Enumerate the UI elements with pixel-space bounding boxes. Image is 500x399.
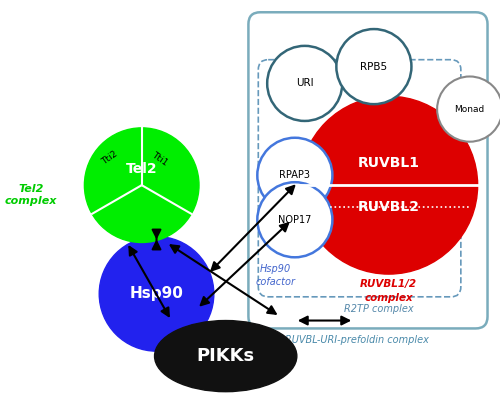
Circle shape (84, 128, 199, 243)
Text: Tel2: Tel2 (126, 162, 158, 176)
Text: RUVBL2: RUVBL2 (358, 200, 420, 214)
Text: Hsp90: Hsp90 (260, 264, 290, 274)
Text: Tel2
complex: Tel2 complex (5, 184, 57, 206)
Circle shape (99, 237, 214, 351)
Text: cofactor: cofactor (255, 277, 295, 287)
Text: RUVBL1: RUVBL1 (358, 156, 420, 170)
Text: RPAP3: RPAP3 (280, 170, 310, 180)
Circle shape (437, 77, 500, 142)
Circle shape (258, 138, 332, 213)
Ellipse shape (154, 320, 297, 392)
Text: complex: complex (364, 293, 413, 303)
Circle shape (258, 182, 332, 257)
Circle shape (300, 96, 478, 274)
Text: PIKKs: PIKKs (196, 347, 255, 365)
Text: URI: URI (296, 79, 314, 89)
Text: Tti1: Tti1 (150, 150, 169, 167)
Text: RUVBL1/2: RUVBL1/2 (360, 279, 418, 289)
Circle shape (336, 29, 411, 104)
Circle shape (267, 46, 342, 121)
Text: RUVBL-URI-prefoldin complex: RUVBL-URI-prefoldin complex (285, 335, 429, 345)
Text: Monad: Monad (454, 105, 485, 114)
Text: RPB5: RPB5 (360, 61, 388, 71)
Text: Hsp90: Hsp90 (130, 286, 184, 301)
Text: Tti2: Tti2 (100, 150, 119, 167)
Text: R2TP complex: R2TP complex (344, 304, 414, 314)
Text: NOP17: NOP17 (278, 215, 312, 225)
